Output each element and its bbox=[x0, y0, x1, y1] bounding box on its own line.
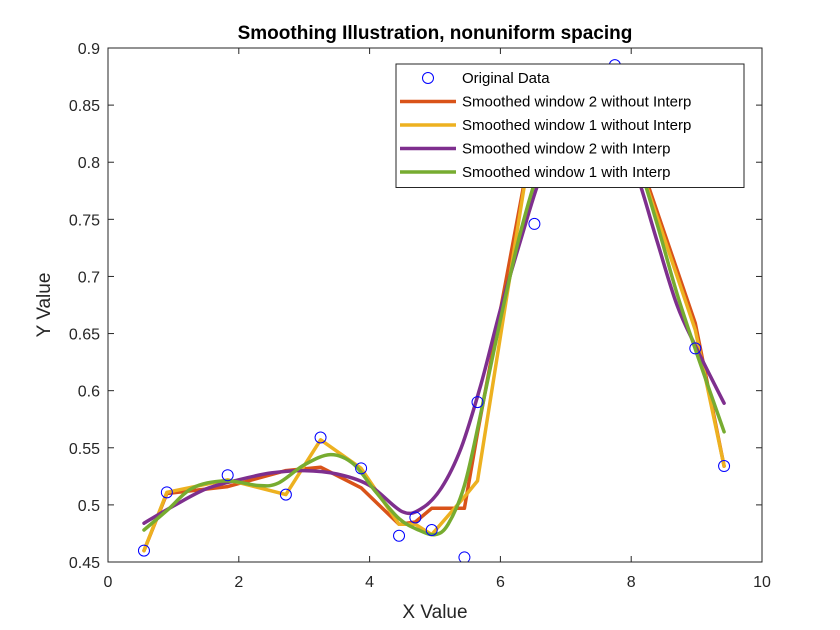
x-tick-label: 0 bbox=[104, 574, 113, 591]
data-point bbox=[425, 524, 438, 537]
x-tick-label: 6 bbox=[496, 574, 505, 591]
data-point bbox=[718, 460, 731, 473]
y-tick-label: 0.9 bbox=[78, 41, 100, 58]
data-point bbox=[689, 342, 702, 355]
x-axis-label: X Value bbox=[402, 602, 467, 623]
legend-label: Smoothed window 1 without Interp bbox=[462, 117, 691, 134]
y-tick-label: 0.45 bbox=[69, 555, 100, 572]
data-point bbox=[409, 511, 422, 524]
y-tick-label: 0.55 bbox=[69, 441, 100, 458]
data-point bbox=[471, 396, 484, 409]
y-tick-label: 0.5 bbox=[78, 498, 100, 515]
data-point bbox=[355, 462, 368, 475]
y-axis-label: Y Value bbox=[34, 273, 55, 338]
data-point bbox=[528, 217, 541, 230]
y-tick-label: 0.65 bbox=[69, 327, 100, 344]
x-tick-label: 8 bbox=[627, 574, 636, 591]
legend-label: Smoothed window 1 with Interp bbox=[462, 164, 670, 181]
y-tick-label: 0.8 bbox=[78, 155, 100, 172]
data-point bbox=[458, 551, 471, 562]
plot-frame bbox=[107, 47, 763, 563]
data-point bbox=[160, 486, 173, 499]
x-tick-label: 2 bbox=[234, 574, 243, 591]
y-tick-label: 0.85 bbox=[69, 98, 100, 115]
data-point bbox=[314, 431, 327, 444]
y-tick-label: 0.6 bbox=[78, 384, 100, 401]
data-point bbox=[393, 529, 406, 542]
legend-label: Smoothed window 2 with Interp bbox=[462, 141, 670, 158]
data-point bbox=[221, 469, 234, 482]
y-tick-label: 0.75 bbox=[69, 212, 100, 229]
y-tick-label: 0.7 bbox=[78, 269, 100, 286]
data-point bbox=[279, 488, 292, 501]
ticks-layer: 0 2 4 6 8 10 0.45 0.5 0.55 0.6 0.65 0.7 0.75 0.8 0.85 0… bbox=[69, 41, 771, 591]
legend-label: Smoothed window 2 without Interp bbox=[462, 94, 691, 111]
legend-marker bbox=[422, 72, 434, 84]
x-tick-label: 10 bbox=[753, 574, 771, 591]
x-tick-label: 4 bbox=[365, 574, 374, 591]
chart-title: Smoothing Illustration, nonuniform spaci… bbox=[238, 23, 633, 44]
legend: Original Data Smoothed window 2 without I… bbox=[395, 63, 745, 188]
data-point bbox=[137, 544, 150, 557]
legend-label: Original Data bbox=[462, 70, 550, 87]
